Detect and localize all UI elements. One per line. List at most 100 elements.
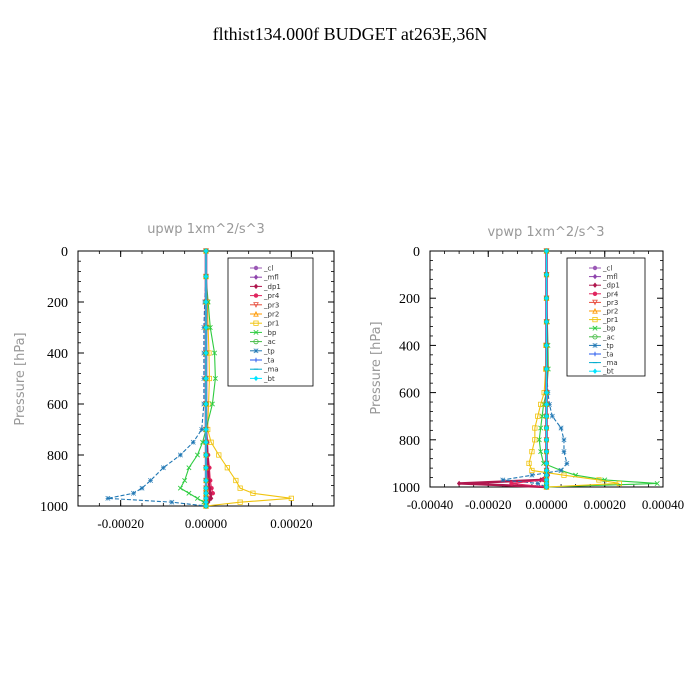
data-point-pr4 [210, 491, 216, 496]
data-point-bt [203, 248, 209, 254]
data-point-tp [561, 437, 567, 443]
data-point-bt [544, 248, 549, 254]
series-line-pr1 [205, 251, 292, 507]
x-tick-label: -0.00040 [407, 497, 454, 512]
data-point-dp1 [456, 480, 462, 487]
series-line-dp1 [459, 251, 550, 489]
data-point-bt [203, 477, 209, 484]
legend-marker [592, 368, 598, 374]
data-point-tp [139, 485, 145, 491]
series-line-tp [107, 251, 207, 507]
x-tick-label: -0.00020 [465, 497, 512, 512]
legend-entry-label: _ac [602, 333, 615, 341]
data-point-dp1 [207, 485, 212, 491]
data-point-tp [190, 439, 196, 445]
data-point-pr1 [529, 467, 535, 474]
legend-entry-label: _ma [263, 366, 279, 374]
x-tick-label: 0.00040 [642, 497, 684, 512]
legend-entry-label: _mfl [602, 273, 618, 281]
legend-marker [592, 316, 598, 323]
legend-entry-label: _tp [602, 342, 614, 350]
data-point-bp [212, 375, 218, 382]
chart-panel-upwp: upwp 1xm^2/s^3 Pressure [hPa] 0 200 400 600… [13, 222, 335, 531]
data-point-bp [538, 449, 544, 455]
data-point-bt [203, 350, 209, 356]
legend-entry-label: _mfl [263, 274, 279, 282]
series-group-vpwp [456, 247, 660, 491]
data-point-bt [544, 271, 549, 278]
data-point-bt [544, 295, 549, 301]
y-tick-label: 1000 [392, 481, 420, 496]
legend-entry-label: _pr1 [602, 316, 618, 324]
data-point-bp [186, 465, 192, 471]
data-point-bt [544, 437, 549, 443]
legend-marker [253, 320, 259, 326]
legend-marker [253, 265, 259, 271]
data-point-bt [203, 485, 209, 491]
data-point-bt [544, 342, 549, 349]
legend-marker [592, 299, 598, 306]
data-point-tp [131, 490, 136, 496]
legend-entry-label: _bt [602, 368, 614, 376]
data-point-bp [212, 350, 218, 356]
legend-entry-label: _dp1 [263, 283, 281, 291]
data-point-bt [203, 452, 209, 458]
data-point-tp [546, 401, 552, 407]
legend-marker [253, 274, 259, 280]
legend-marker [592, 334, 598, 340]
data-point-bt [544, 467, 549, 474]
legend-marker [592, 265, 598, 271]
legend-entry-label: _pr2 [602, 308, 618, 316]
legend-upwp: _cl_mfl_dp1_pr4_pr3_pr2_pr1_bp_ac_tp_ta_… [227, 257, 314, 387]
data-point-pr1 [538, 401, 544, 408]
data-point-bp [538, 425, 544, 431]
legend-entry-label: _ta [602, 351, 614, 359]
legend-entry-label: _tp [263, 347, 275, 355]
legend-marker [253, 329, 259, 335]
data-point-dp1 [208, 495, 214, 502]
data-point-bp [207, 324, 213, 331]
data-point-pr1 [529, 448, 535, 455]
legend-entry-label: _dp1 [602, 282, 620, 290]
y-tick-label: 600 [47, 398, 68, 413]
data-point-pr4 [509, 481, 514, 486]
ticks-vpwp: 0 200 400 600 800 1000-0.00040 -0.00020 0.00000… [392, 245, 684, 512]
y-tick-label: 800 [399, 434, 420, 449]
data-point-pr1 [532, 437, 538, 443]
x-tick-label: -0.00020 [97, 516, 144, 531]
ticks-upwp: 0 200 400 600 800 1000 -0.00020 0.00000 0.00020 [40, 245, 335, 531]
data-point-tp [558, 425, 564, 431]
legend-entry-label: _cl [263, 265, 273, 273]
data-point-bt [203, 401, 209, 407]
data-point-tp [105, 495, 111, 501]
chart-title-upwp: upwp 1xm^2/s^3 [147, 222, 265, 237]
data-point-bt [544, 366, 549, 372]
data-point-bp [194, 495, 200, 501]
legend-marker [592, 291, 598, 296]
data-point-tp [549, 413, 555, 419]
data-point-bp [536, 437, 542, 443]
data-point-bt [544, 389, 549, 396]
data-point-tp [160, 465, 166, 471]
data-point-bt [203, 299, 209, 305]
data-point-bt [544, 425, 549, 431]
legend-marker [592, 325, 598, 331]
data-point-bt [544, 484, 549, 490]
data-point-bt [203, 324, 209, 331]
legend-entry-label: _ta [263, 357, 275, 365]
data-point-tp [535, 481, 541, 486]
legend-marker [592, 282, 598, 288]
data-point-bp [194, 452, 200, 458]
legend-marker [253, 283, 259, 290]
data-point-bp [654, 480, 660, 486]
data-point-bt [544, 477, 549, 483]
data-point-tp [529, 472, 535, 478]
chart-title-vpwp: vpwp 1xm^2/s^3 [487, 225, 604, 240]
y-tick-label: 200 [399, 292, 420, 307]
data-point-pr1 [288, 495, 294, 501]
data-point-pr1 [526, 460, 532, 467]
data-point-bt [544, 472, 549, 478]
data-point-bt [203, 375, 209, 382]
legend-entry-label: _pr4 [263, 292, 280, 300]
legend-marker [253, 310, 259, 317]
